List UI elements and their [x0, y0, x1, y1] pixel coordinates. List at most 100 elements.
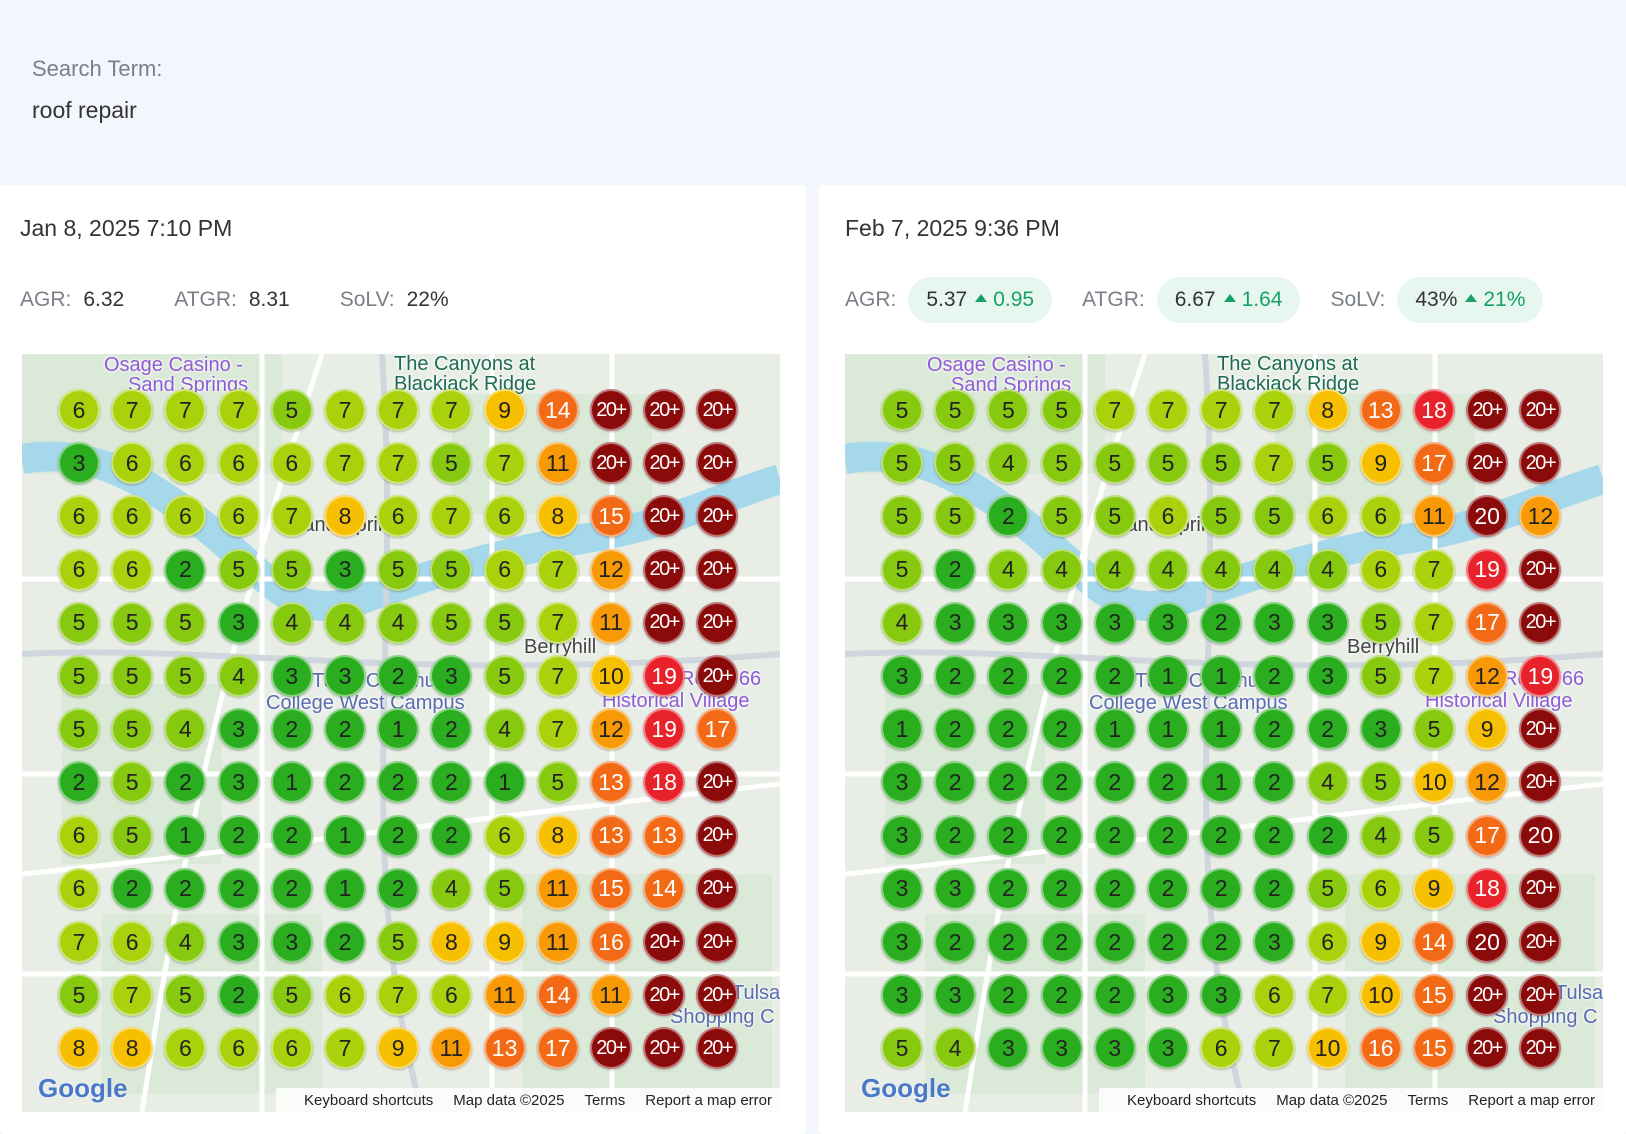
- rank-pin: 11: [590, 974, 632, 1017]
- map-footer-link[interactable]: Terms: [584, 1091, 626, 1109]
- rank-pin: 4: [1306, 761, 1349, 804]
- rank-pin: 2: [377, 655, 420, 697]
- rank-pin: 1: [324, 814, 366, 857]
- rank-pin: 3: [881, 655, 923, 697]
- map-footer-link[interactable]: Keyboard shortcuts: [1127, 1091, 1257, 1109]
- rank-pin: 17: [1413, 442, 1455, 485]
- rank-pin: 20+: [590, 1027, 632, 1070]
- map-footer-link[interactable]: Map data ©2025: [453, 1091, 565, 1109]
- rank-pin: 2: [1040, 761, 1083, 804]
- rank-pin: 17: [1466, 814, 1509, 857]
- rank-pin: 14: [536, 389, 579, 431]
- rank-pin: 2: [164, 867, 207, 910]
- rank-pin: 6: [58, 389, 100, 431]
- rank-pin: 20: [1519, 814, 1562, 857]
- rank-pin: 7: [1200, 389, 1243, 431]
- rank-pin: 12: [590, 548, 632, 591]
- rank-pin: 4: [217, 655, 260, 697]
- rank-pin: 8: [536, 814, 579, 857]
- metric: SoLV: 22%: [340, 288, 469, 312]
- rank-pin: 3: [1253, 921, 1296, 963]
- map-label: Tulsa: [732, 982, 780, 1004]
- rank-pin: 1: [1093, 708, 1136, 751]
- rank-pin: 5: [430, 442, 473, 485]
- rank-pin: 5: [58, 655, 100, 697]
- rank-pin: 3: [1200, 974, 1243, 1017]
- rank-pin: 7: [536, 655, 579, 697]
- rank-pin: 8: [536, 495, 579, 538]
- rank-pin: 1: [377, 708, 420, 751]
- rank-pin: 20+: [643, 921, 686, 963]
- rank-pin: 2: [1147, 921, 1189, 963]
- rank-pin: 5: [377, 548, 420, 591]
- rank-pin: 2: [1306, 708, 1349, 751]
- rank-pin: 5: [430, 548, 473, 591]
- rank-pin: 4: [987, 442, 1030, 485]
- rank-pin: 5: [881, 389, 923, 431]
- map-footer-link[interactable]: Map data ©2025: [1276, 1091, 1388, 1109]
- rank-pin: 2: [1040, 814, 1083, 857]
- rank-pin: 15: [590, 495, 632, 538]
- rank-pin: 20+: [696, 655, 739, 697]
- rank-pin: 3: [58, 442, 100, 485]
- metric-pill: 5.37 0.95: [908, 277, 1053, 323]
- rank-pin: 6: [270, 442, 313, 485]
- rank-pin: 5: [881, 548, 923, 591]
- map-footer-link[interactable]: Terms: [1407, 1091, 1449, 1109]
- rank-pin: 7: [377, 442, 420, 485]
- rank-pin: 5: [58, 708, 100, 751]
- rank-pin: 14: [643, 867, 686, 910]
- rank-pin: 3: [934, 974, 977, 1017]
- rank-pin: 1: [270, 761, 313, 804]
- rank-pin: 13: [1359, 389, 1402, 431]
- rank-pin: 3: [1306, 601, 1349, 644]
- rank-pin: 4: [164, 921, 207, 963]
- rank-pin: 2: [1253, 708, 1296, 751]
- rank-pin: 2: [377, 867, 420, 910]
- rank-pin: 2: [934, 655, 977, 697]
- rank-pin: 20+: [1519, 867, 1562, 910]
- map-footer-link[interactable]: Report a map error: [645, 1091, 772, 1109]
- rank-pin: 5: [1306, 442, 1349, 485]
- rank-pin: 10: [590, 655, 632, 697]
- rank-pin: 2: [324, 761, 366, 804]
- rank-pin: 8: [324, 495, 366, 538]
- report-date: Feb 7, 2025 9:36 PM: [845, 215, 1060, 241]
- google-logo: Google: [861, 1073, 951, 1103]
- map-label: Osage Casino -: [104, 354, 243, 376]
- map-footer-link[interactable]: Report a map error: [1468, 1091, 1595, 1109]
- rank-pin: 2: [377, 761, 420, 804]
- rank-pin: 12: [1466, 655, 1509, 697]
- rank-pin: 20+: [1519, 921, 1562, 963]
- rank-pin: 11: [430, 1027, 473, 1070]
- rank-pin: 2: [1253, 655, 1296, 697]
- rank-pin: 6: [1359, 548, 1402, 591]
- rank-pin: 7: [324, 442, 366, 485]
- rank-pin: 19: [1519, 655, 1562, 697]
- rank-pin: 4: [1306, 548, 1349, 591]
- rank-pin: 20+: [696, 814, 739, 857]
- rank-pin: 2: [1040, 655, 1083, 697]
- rank-pin: 6: [377, 495, 420, 538]
- rank-pin: 2: [1040, 921, 1083, 963]
- rank-pin: 3: [881, 974, 923, 1017]
- rank-pin: 6: [111, 548, 154, 591]
- rank-pin: 2: [987, 814, 1030, 857]
- metric-value: 6.67: [1174, 288, 1216, 311]
- rank-pin: 7: [111, 974, 154, 1017]
- map-footer-link[interactable]: Keyboard shortcuts: [304, 1091, 434, 1109]
- rank-pin: 12: [1519, 495, 1562, 538]
- rank-pin: 5: [1253, 495, 1296, 538]
- rank-pin: 17: [536, 1027, 579, 1070]
- rank-pin: 7: [324, 1027, 366, 1070]
- rank-pin: 7: [1253, 389, 1296, 431]
- rank-pin: 18: [1466, 867, 1509, 910]
- rank-pin: 3: [217, 921, 260, 963]
- rank-pin: 2: [987, 655, 1030, 697]
- rank-pin: 2: [1093, 761, 1136, 804]
- rank-pin: 6: [58, 548, 100, 591]
- metric-value: 6.32: [83, 288, 125, 311]
- rank-pin: 2: [58, 761, 100, 804]
- rank-pin: 6: [217, 442, 260, 485]
- metrics: AGR: 5.37 0.95 ATGR: 6.67 1.64 SoLV: 43% 21%: [845, 277, 1573, 323]
